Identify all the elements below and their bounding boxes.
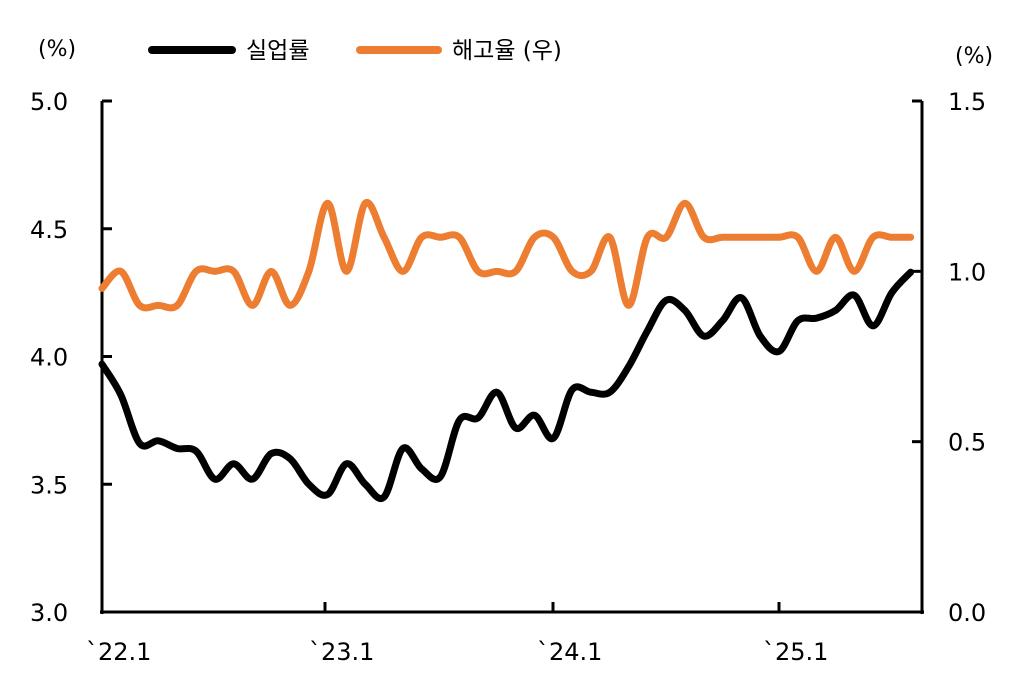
- left-tick-label: 3.0: [30, 599, 68, 627]
- right-tick-label: 1.0: [948, 258, 986, 286]
- left-axis-unit: (%): [38, 37, 76, 62]
- x-tick-label: `23.1: [309, 638, 374, 666]
- legend-label-unemployment: 실업률: [246, 38, 309, 64]
- layoff-rate-line: [102, 202, 911, 307]
- x-tick-label: `25.1: [763, 638, 828, 666]
- left-tick-label: 5.0: [30, 88, 68, 116]
- right-tick-label: 1.5: [948, 88, 986, 116]
- left-tick-label: 4.0: [30, 344, 68, 372]
- right-tick-label: 0.5: [948, 429, 986, 457]
- x-tick-label: `22.1: [86, 638, 151, 666]
- legend: 실업률 해고율 (우): [152, 38, 562, 64]
- left-tick-label: 4.5: [30, 216, 68, 244]
- left-tick-label: 3.5: [30, 471, 68, 499]
- right-axis-unit: (%): [955, 44, 993, 69]
- right-tick-label: 0.0: [948, 599, 986, 627]
- legend-label-layoff: 해고율 (우): [452, 38, 562, 64]
- unemployment-rate-line: [102, 272, 911, 498]
- x-tick-label: `24.1: [537, 638, 602, 666]
